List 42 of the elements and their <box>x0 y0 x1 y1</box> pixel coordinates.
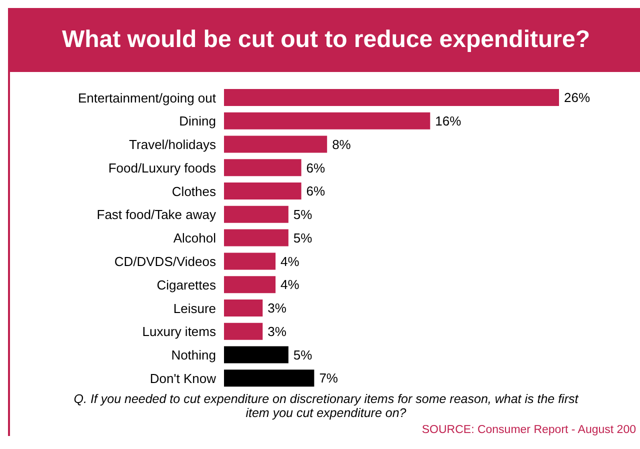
bar <box>224 182 302 200</box>
bar <box>224 136 328 153</box>
bar <box>224 206 288 223</box>
bar <box>224 346 288 364</box>
y-tick-label: Food/Luxury foods <box>108 160 216 176</box>
bar <box>224 322 263 340</box>
y-tick-label: Fast food/Take away <box>96 207 216 222</box>
y-tick-label: Dining <box>179 114 216 129</box>
y-tick-label: Entertainment/going out <box>78 90 216 106</box>
bar <box>224 276 276 294</box>
data-label: 6% <box>306 184 326 199</box>
bar <box>224 299 263 316</box>
bar <box>224 159 302 176</box>
data-label: 7% <box>319 370 338 386</box>
data-label: 4% <box>280 277 300 292</box>
bar <box>224 370 314 387</box>
data-label: 5% <box>293 230 313 246</box>
y-tick-label: Nothing <box>171 348 216 363</box>
data-label: 3% <box>268 300 287 316</box>
y-tick-label: Alcohol <box>173 230 216 246</box>
source-note: SOURCE: Consumer Report - August 200 <box>420 424 637 436</box>
data-label: 5% <box>293 347 313 362</box>
data-label: 6% <box>306 160 326 176</box>
y-tick-label: Leisure <box>173 300 216 316</box>
chart-title: What would be cut out to reduce expenditure? <box>10 8 640 72</box>
bar <box>224 89 559 106</box>
y-tick-label: Cigarettes <box>156 277 216 292</box>
text: Q. If you needed to cut expenditure on discretionary items for some reason, what is the first item you cut expenditure on? <box>72 391 580 420</box>
y-tick-label: Travel/holidays <box>129 137 216 152</box>
data-label: 4% <box>280 254 300 269</box>
y-tick-label: CD/DVDS/Videos <box>114 254 216 269</box>
data-label: 26% <box>564 90 590 106</box>
data-label: 5% <box>293 207 313 222</box>
bar <box>224 229 288 246</box>
y-tick-label: Clothes <box>172 184 216 199</box>
data-label: 3% <box>268 324 287 339</box>
y-tick-label: Don't Know <box>150 370 217 386</box>
bar <box>224 252 276 270</box>
y-tick-label: Luxury items <box>142 324 216 340</box>
data-label: 8% <box>332 136 352 152</box>
data-label: 16% <box>435 114 462 128</box>
bar <box>224 112 430 130</box>
